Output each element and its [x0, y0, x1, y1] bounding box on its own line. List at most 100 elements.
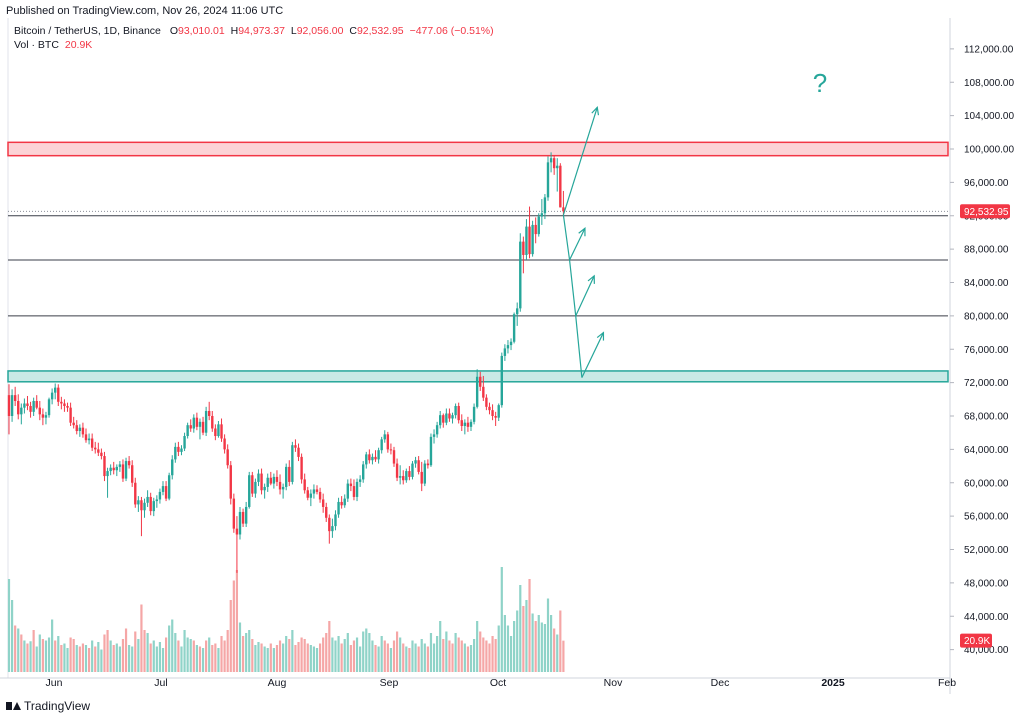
- candle-body: [482, 386, 485, 398]
- candle-body: [294, 445, 297, 448]
- candle-body: [94, 447, 97, 450]
- volume-bar: [91, 640, 94, 672]
- volume-bar: [84, 645, 88, 672]
- candle-body: [451, 415, 454, 419]
- candle-body: [439, 415, 442, 426]
- arrow-head-icon: [591, 105, 600, 116]
- volume-bar: [556, 634, 559, 672]
- volume-bar: [288, 639, 291, 672]
- volume-bar: [448, 640, 451, 672]
- candle-body: [300, 456, 303, 480]
- volume-bar: [318, 643, 322, 672]
- volume-bar: [466, 646, 470, 672]
- price-tick-label: 104,000.00: [964, 111, 1014, 122]
- candle-body: [109, 467, 112, 472]
- volume-bar: [263, 646, 266, 672]
- last-volume-tag: [960, 633, 992, 648]
- candle-body: [208, 410, 211, 416]
- candle-body: [281, 486, 285, 490]
- time-tick-label: 2025: [821, 677, 845, 689]
- price-tick-label: 76,000.00: [964, 345, 1009, 356]
- candle-body: [32, 400, 35, 412]
- volume-bar: [451, 643, 454, 672]
- candle-body: [248, 475, 251, 507]
- candle-body: [269, 477, 272, 484]
- candle-body: [226, 449, 229, 466]
- volume-bar: [275, 645, 279, 672]
- candle-body: [81, 427, 85, 435]
- candle-body: [44, 415, 48, 418]
- candle-body: [238, 511, 242, 535]
- time-tick-label: Jun: [46, 677, 63, 689]
- volume-bar: [312, 646, 316, 672]
- candle-body: [257, 473, 260, 482]
- volume-bar: [549, 615, 553, 672]
- candle-body: [183, 436, 186, 449]
- candle-body: [389, 449, 393, 451]
- volume-bar: [522, 606, 525, 672]
- candle-body: [263, 486, 266, 491]
- volume-bar: [559, 610, 562, 672]
- candle-body: [395, 463, 399, 478]
- volume-bar: [195, 645, 198, 672]
- volume-bar: [57, 636, 60, 672]
- volume-bar: [562, 640, 565, 672]
- price-tick-label: 112,000.00: [964, 44, 1014, 55]
- volume-bar: [241, 636, 245, 672]
- candle-body: [472, 406, 476, 422]
- candle-body: [78, 427, 82, 432]
- close-label: C: [349, 25, 357, 37]
- projection-path: [562, 214, 583, 378]
- volume-bar: [235, 570, 239, 672]
- volume-bar: [331, 637, 334, 672]
- candle-body: [559, 165, 562, 208]
- volume-bar: [72, 639, 75, 672]
- candle-body: [60, 401, 63, 404]
- candle-body: [41, 414, 45, 418]
- candle-body: [457, 405, 460, 421]
- candle-body: [186, 425, 189, 437]
- candle-body: [13, 395, 17, 401]
- candle-body: [20, 407, 23, 415]
- volume-bar: [97, 642, 100, 672]
- candle-body: [349, 483, 353, 487]
- price-tick-label: 40,000.00: [964, 645, 1009, 656]
- volume-bar: [168, 625, 171, 672]
- candle-body: [140, 500, 143, 511]
- candle-body: [321, 499, 325, 507]
- candle-body: [325, 506, 328, 518]
- candle-body: [386, 434, 390, 450]
- candle-body: [442, 415, 445, 423]
- volume-bar: [81, 643, 85, 672]
- chart-area[interactable]: ? 112,000.00 108,000.00 104,000.00 100,000.0…: [0, 18, 1024, 694]
- candle-body: [217, 424, 220, 437]
- volume-bar: [7, 579, 11, 672]
- candlestick-chart[interactable]: ? 112,000.00 108,000.00 104,000.00 100,000.0…: [0, 18, 1024, 694]
- volume-bar: [479, 631, 482, 672]
- volume-bar: [337, 636, 340, 672]
- candle-body: [398, 476, 402, 478]
- volume-bar: [414, 643, 417, 672]
- candle-body: [260, 473, 263, 491]
- time-tick-label: Nov: [604, 677, 623, 689]
- time-tick-label: Dec: [711, 677, 730, 689]
- candle-body: [528, 226, 531, 255]
- volume-bar: [528, 579, 531, 672]
- candle-body: [26, 403, 29, 406]
- candle-body: [266, 477, 269, 487]
- candle-body: [164, 486, 168, 499]
- last-price-label: 92,532.95: [964, 207, 1009, 218]
- volume-bar: [488, 643, 491, 672]
- high-value: 94,973.37: [238, 25, 285, 37]
- candle-body: [137, 500, 140, 505]
- candle-body: [131, 465, 134, 483]
- candle-body: [531, 224, 534, 255]
- volume-bar: [389, 648, 393, 672]
- candle-body: [488, 406, 491, 411]
- candle-body: [97, 449, 100, 453]
- candle-body: [475, 376, 479, 407]
- volume-bar: [152, 640, 155, 672]
- volume-bar: [143, 630, 146, 672]
- candle-body: [519, 241, 522, 309]
- volume-bar: [282, 643, 285, 672]
